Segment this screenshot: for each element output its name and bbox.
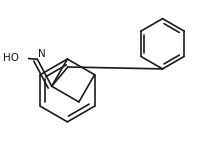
Text: N: N [38, 49, 46, 59]
Text: HO: HO [3, 53, 19, 63]
